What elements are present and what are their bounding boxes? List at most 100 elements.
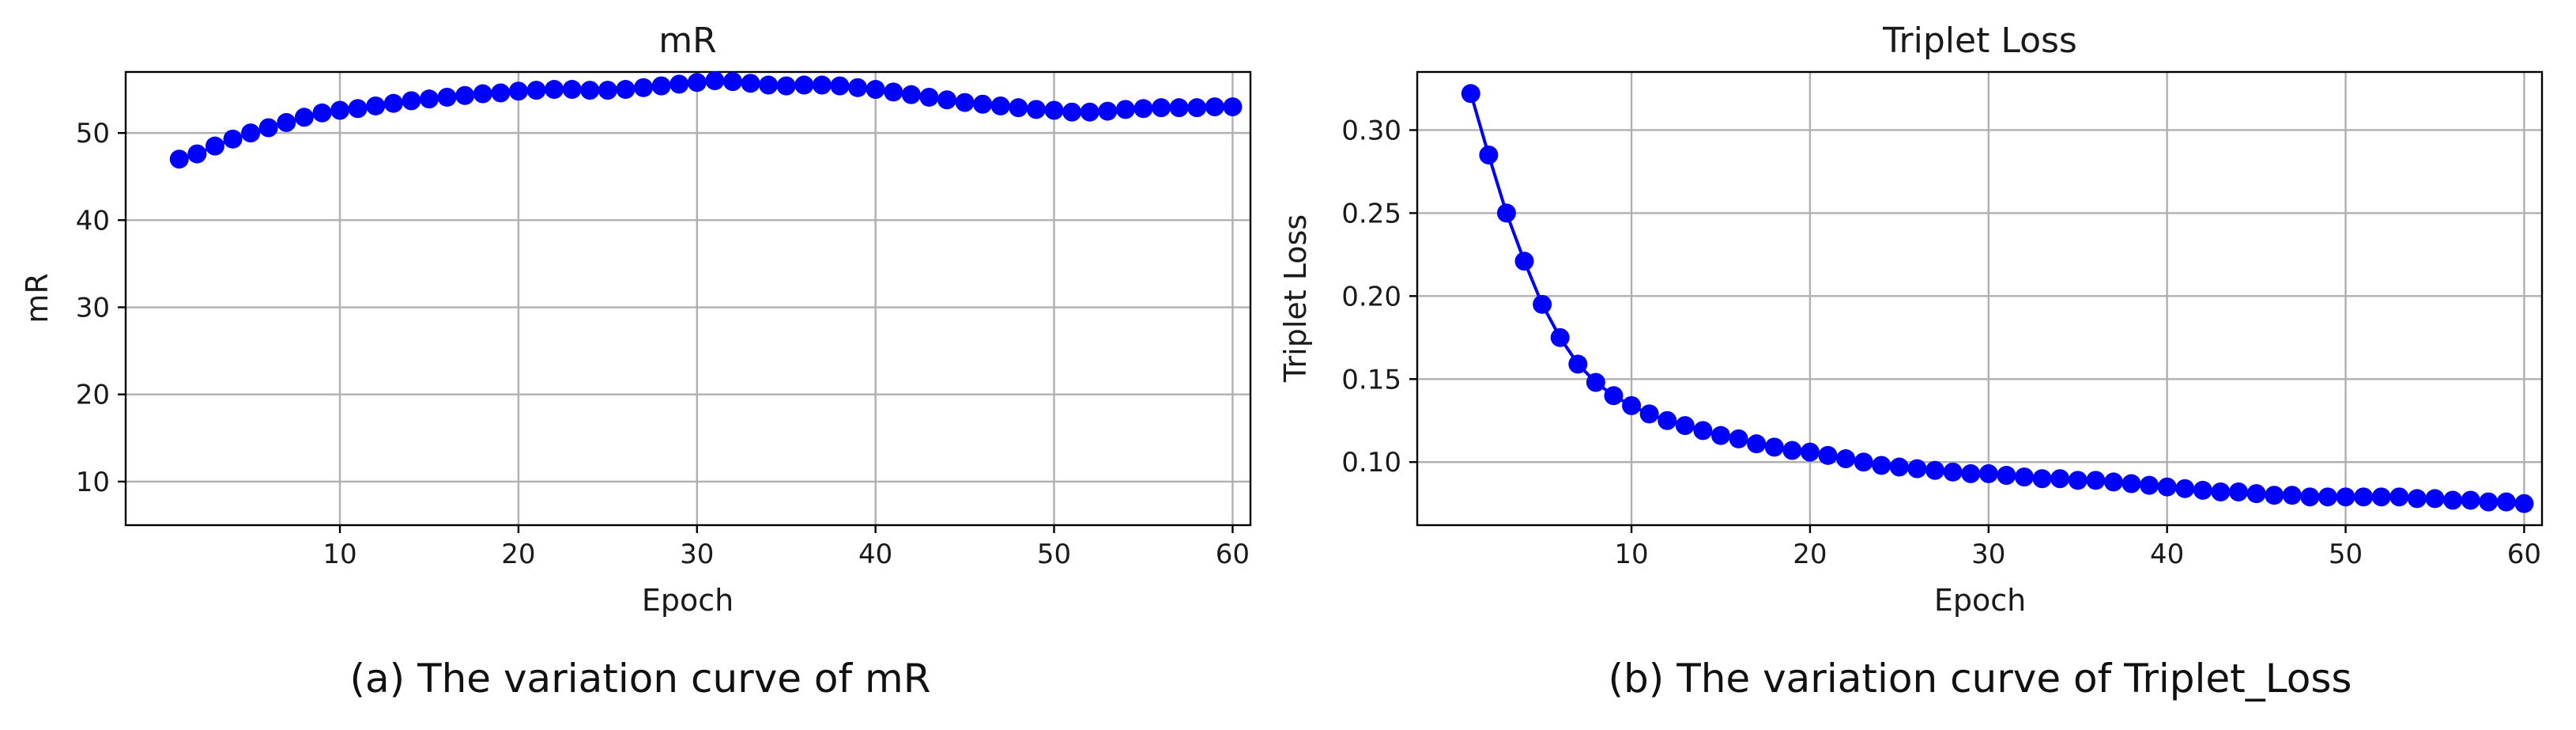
triplet-loss-data-point [2318,487,2337,507]
triplet-loss-grid [1417,72,2542,525]
mr-data-point [1133,99,1153,119]
triplet-loss-data-point [2514,494,2534,513]
triplet-loss-data-point [1925,460,1945,480]
triplet-loss-data-point [2103,472,2123,492]
triplet-loss-data-point [1568,354,1588,374]
mr-data-point [955,93,975,112]
triplet-loss-data-point [1907,459,1927,478]
mr-plot-frame [124,70,1252,527]
triplet-loss-data-point [2461,490,2480,510]
triplet-loss-data-point [1710,426,1730,445]
mr-data-point [990,96,1010,115]
mr-data-point [508,81,528,101]
mr-x-tick-label: 40 [858,539,892,570]
triplet-loss-data-point [1658,410,1677,430]
triplet-loss-data-point [1997,466,2016,486]
mr-y-tick-label: 40 [76,205,110,236]
mr-data-point [419,89,439,109]
triplet-loss-data-point [2300,487,2320,507]
mr-data-point [866,80,885,100]
mr-data-point [312,103,332,123]
triplet-loss-y-axis-label: Triplet Loss [1278,214,1313,383]
mr-data-point [1152,98,1171,118]
triplet-loss-data-point [2211,482,2231,502]
mr-x-tick-label: 60 [1216,539,1250,570]
triplet-loss-data-point [2014,467,2034,487]
triplet-loss-x-tick-label: 60 [2507,539,2541,570]
triplet-loss-data-point [2265,486,2284,505]
triplet-loss-data-point [2193,480,2212,500]
triplet-loss-data-point [1889,457,1909,477]
triplet-loss-data-point [2229,482,2249,502]
mr-data-point [455,85,475,105]
triplet-loss-data-point [2496,492,2516,512]
triplet-loss-data-point [2032,469,2052,489]
triplet-loss-data-point [1675,416,1695,436]
triplet-loss-caption: (b) The variation curve of Triplet_Loss [1609,656,2352,702]
mr-data-point [830,76,850,96]
mr-data-point [383,93,403,113]
triplet-loss-plot-frame [1416,70,2544,527]
triplet-loss-y-tick-label: 0.25 [1341,198,1401,229]
triplet-loss-x-tick-label: 40 [2150,539,2184,570]
mr-y-tick-label: 20 [76,380,110,411]
mr-data-point [366,96,386,115]
triplet-loss-data-point [1604,386,1624,406]
mr-chart-panel: 10 20 30 40 50 60 10 20 30 40 50 mR Epoch mR (a) T… [20,21,1252,702]
mr-data-point [776,76,796,96]
mr-y-tick-label: 30 [76,293,110,324]
mr-data-point [348,99,368,119]
triplet-loss-series-line [1469,93,2525,505]
mr-data-point [901,85,921,104]
mr-data-point [1080,102,1099,122]
triplet-loss-data-point [2354,487,2374,507]
mr-data-point [437,87,457,107]
mr-data-point [526,81,546,100]
triplet-loss-data-point [2157,477,2177,497]
mr-y-axis-label: mR [20,273,55,323]
mr-data-point [1223,97,1243,117]
triplet-loss-y-tick-label: 0.10 [1341,447,1401,478]
triplet-loss-data-point [2407,489,2427,509]
mr-data-point [741,74,760,93]
triplet-loss-data-point [2050,469,2070,489]
triplet-loss-data-point [1479,145,1499,165]
triplet-loss-data-point [1533,294,1552,314]
mr-y-tick-label: 50 [76,118,110,149]
mr-data-point [919,87,939,107]
mr-data-point [687,73,707,93]
triplet-loss-x-tick-label: 30 [1971,539,2005,570]
triplet-loss-data-point [2443,490,2463,510]
mr-data-point [651,76,671,96]
triplet-loss-y-tick-label: 0.20 [1341,281,1401,312]
triplet-loss-y-tick-label: 0.30 [1341,115,1401,146]
triplet-loss-data-point [1800,442,1820,462]
triplet-loss-data-point [1461,84,1480,104]
mr-data-point [258,118,278,138]
triplet-loss-ticks: 10 20 30 40 50 60 0.10 0.15 0.20 0.25 0.30 [1341,115,2541,570]
mr-data-point [634,78,654,97]
mr-data-point [1009,98,1028,118]
triplet-loss-x-tick-label: 20 [1793,539,1827,570]
mr-data-point [616,80,636,100]
triplet-loss-data-point [1961,463,1981,483]
mr-data-point [580,81,600,100]
mr-y-tick-label: 10 [76,467,110,498]
mr-data-point [1062,102,1082,122]
mr-ticks: 10 20 30 40 50 60 10 20 30 40 50 [76,118,1250,570]
triplet-loss-data-point [1818,445,1838,465]
mr-data-point [848,78,868,97]
triplet-loss-data-point [1872,456,1891,475]
mr-x-axis-label: Epoch [642,583,734,618]
triplet-loss-data-point [2336,487,2355,507]
triplet-loss-x-tick-label: 10 [1614,539,1648,570]
triplet-loss-data-point [1854,452,1873,472]
triplet-loss-y-tick-label: 0.15 [1341,364,1401,395]
triplet-loss-data-point [2389,487,2409,507]
triplet-loss-data-point [1550,327,1570,347]
mr-data-point [473,84,492,104]
mr-data-point [169,149,189,169]
mr-data-point [205,136,224,156]
triplet-loss-data-point [2246,484,2266,504]
triplet-loss-data-point [1693,421,1713,441]
